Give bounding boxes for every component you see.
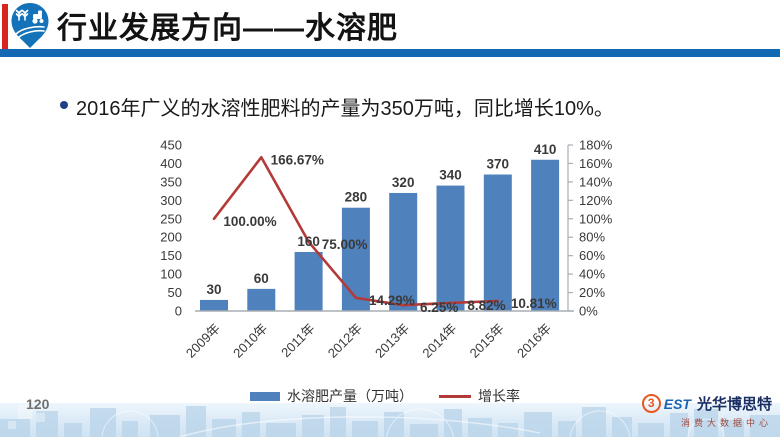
bar-value-label: 410 — [534, 142, 557, 157]
left-axis-tick-label: 450 — [160, 138, 182, 153]
bar-2010年 — [247, 288, 276, 311]
left-axis-tick-label: 150 — [160, 248, 182, 263]
right-axis-tick-label: 180% — [579, 138, 613, 153]
left-axis-tick-label: 300 — [160, 193, 182, 208]
x-axis-label: 2012年 — [325, 321, 365, 361]
bar-value-label: 30 — [206, 282, 221, 297]
legend-bar-swatch-icon — [250, 391, 280, 401]
right-axis-tick-label: 60% — [579, 248, 605, 263]
x-axis-label: 2013年 — [372, 321, 412, 361]
left-axis-tick-label: 100 — [160, 267, 182, 282]
production-growth-chart: 450 400 350 300 250 200 150 100 50 0 180% 160% 140% 1… — [110, 133, 670, 413]
right-axis-tick-label: 120% — [579, 193, 613, 208]
accent-red-bar — [2, 4, 8, 49]
bar-2012年 — [341, 207, 370, 311]
bullet-dot-icon — [60, 101, 68, 109]
left-axis-tick-label: 0 — [175, 304, 182, 319]
bar-value-label: 60 — [254, 271, 269, 286]
growth-value-label: 14.29% — [369, 293, 415, 308]
right-axis-tick-label: 140% — [579, 174, 613, 189]
farm-location-pin-icon — [11, 3, 49, 48]
left-axis-tick-label: 400 — [160, 156, 182, 171]
bullet-text: 2016年广义的水溶性肥料的产量为350万吨，同比增长10%。 — [76, 98, 614, 120]
bar-2009年 — [200, 299, 228, 311]
page-number: 120 — [26, 396, 50, 412]
best-logo-subtitle: 消费大数据中心 — [680, 418, 772, 428]
x-axis-label: 2015年 — [467, 321, 507, 361]
title-underline — [0, 49, 780, 57]
bullet-row: 2016年广义的水溶性肥料的产量为350万吨，同比增长10%。 — [60, 92, 614, 121]
right-axis-tick-label: 40% — [579, 267, 605, 282]
chart-legend: 水溶肥产量（万吨） 增长率 — [170, 386, 600, 406]
x-axis-label: 2009年 — [183, 321, 223, 361]
best-logo-est: EST — [663, 395, 691, 412]
right-axis-tick-label: 80% — [579, 230, 605, 245]
left-axis-tick-label: 50 — [168, 285, 182, 300]
chart-canvas: 450 400 350 300 250 200 150 100 50 0 180% 160% 140% 1… — [160, 138, 613, 361]
bar-value-label: 160 — [297, 234, 320, 249]
left-axis-tick-label: 350 — [160, 174, 182, 189]
city-skyline-graphic — [0, 403, 780, 437]
left-axis-tick-label: 200 — [160, 230, 182, 245]
bar-value-label: 370 — [487, 157, 510, 172]
x-axis-label: 2011年 — [278, 321, 318, 361]
x-axis-label: 2010年 — [230, 321, 270, 361]
bar-value-label: 280 — [345, 190, 368, 205]
growth-value-label: 75.00% — [322, 237, 368, 252]
bar-2013年 — [389, 192, 418, 311]
legend-label: 水溶肥产量（万吨） — [287, 388, 413, 404]
bar-value-label: 320 — [392, 175, 415, 190]
growth-value-label: 6.25% — [420, 300, 458, 315]
bar-2011年 — [294, 251, 323, 311]
bar-value-label: 340 — [439, 168, 462, 183]
right-axis-tick-label: 100% — [579, 211, 613, 226]
growth-rate-line — [212, 155, 500, 307]
legend-item-growth: 增长率 — [439, 386, 520, 406]
legend-line-swatch-icon — [439, 394, 471, 398]
growth-value-label: 100.00% — [223, 214, 276, 229]
right-axis-tick-label: 20% — [579, 285, 605, 300]
right-axis-tick-label: 160% — [579, 156, 613, 171]
x-axis-label: 2016年 — [514, 321, 554, 361]
legend-label: 增长率 — [478, 388, 520, 404]
bar-2016年 — [531, 159, 560, 311]
x-axis-label: 2014年 — [419, 321, 459, 361]
page-title: 行业发展方向——水溶肥 — [57, 12, 398, 45]
legend-item-production: 水溶肥产量（万吨） — [250, 386, 413, 406]
best-logo-b-icon: 3 — [641, 394, 661, 413]
growth-value-label: 8.82% — [467, 298, 505, 313]
bar-2014年 — [436, 185, 465, 311]
growth-value-label: 10.81% — [511, 296, 557, 311]
best-logo-name: 光华博思特 — [696, 396, 772, 413]
bar-2015年 — [483, 174, 512, 311]
right-axis-tick-label: 0% — [579, 304, 598, 319]
left-axis-tick-label: 250 — [160, 211, 182, 226]
best-logo: 3 EST 光华博思特 消费大数据中心 — [622, 393, 772, 429]
growth-value-label: 166.67% — [271, 152, 324, 167]
